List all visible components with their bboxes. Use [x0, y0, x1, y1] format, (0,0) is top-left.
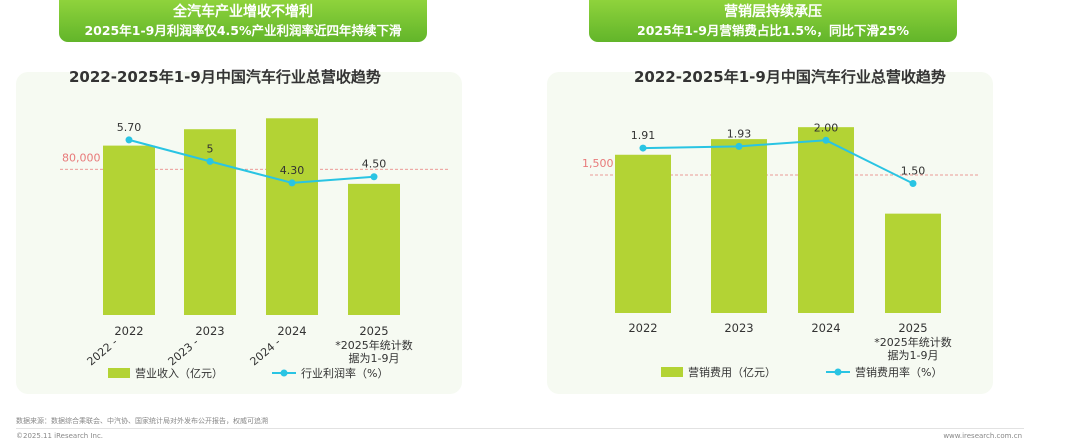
x-tick-label: 2022: [114, 324, 143, 338]
banner-right-subline: 2025年1-9月营销费占比1.5%，同比下滑25%: [637, 23, 909, 38]
legend-bar-swatch: [661, 367, 683, 377]
chart-title-left: 2022-2025年1-9月中国汽车行业总营收趋势: [69, 68, 381, 86]
banner-left: 全汽车产业增收不增利 2025年1-9月利润率仅4.5%产业利润率近四年持续下滑: [59, 0, 427, 42]
rotated-tick-label: 2024 -: [248, 336, 284, 369]
rate-point-2023: [735, 142, 743, 150]
banner-right: 营销层持续承压 2025年1-9月营销费占比1.5%，同比下滑25%: [589, 0, 957, 42]
legend-line-marker: [280, 369, 288, 377]
rate-data-label: 1.93: [727, 127, 752, 140]
category-note-line1: *2025年统计数: [874, 335, 952, 349]
rate-point-2024: [288, 179, 296, 187]
rate-point-2023: [206, 157, 214, 165]
legend-line-label: 营销费用率（%）: [855, 365, 942, 379]
banner-right-headline: 营销层持续承压: [724, 4, 822, 20]
legend-bar-swatch: [108, 368, 130, 378]
x-tick-label: 2022: [628, 321, 657, 335]
category-note-line1: *2025年统计数: [335, 338, 413, 352]
copyright-text: ©2025.11 iResearch Inc.: [16, 432, 104, 440]
reference-line-label: 1,500: [582, 157, 614, 170]
category-note-line2: 据为1-9月: [888, 348, 939, 362]
banner-left-headline: 全汽车产业增收不增利: [173, 4, 313, 20]
banner-left-subline: 2025年1-9月利润率仅4.5%产业利润率近四年持续下滑: [84, 23, 402, 38]
bar-2022: [103, 145, 155, 315]
x-tick-label: 2024: [811, 321, 840, 335]
x-tick-label: 2024: [277, 324, 306, 338]
rate-data-label: 4.50: [362, 158, 387, 171]
x-tick-label: 2023: [195, 324, 224, 338]
rate-point-2025: [909, 179, 917, 187]
website-link[interactable]: www.iresearch.com.cn: [943, 432, 1022, 440]
bar-2024: [798, 127, 854, 313]
bar-2025: [348, 183, 400, 315]
legend-bar-label: 营业收入（亿元）: [135, 366, 223, 380]
rate-line: [128, 138, 375, 184]
bar-2024: [266, 118, 318, 316]
rate-line: [642, 139, 914, 185]
rotated-tick-label: 2022 -: [85, 336, 121, 369]
x-tick-label: 2023: [724, 321, 753, 335]
bar-2022: [615, 154, 671, 313]
rate-point-2024: [822, 136, 830, 144]
rate-data-label: 2.00: [814, 121, 839, 134]
footer-divider: [16, 428, 1024, 429]
x-tick-label: 2025: [898, 321, 927, 335]
x-tick-label: 2025: [359, 324, 388, 338]
rate-data-label: 1.50: [901, 164, 926, 177]
rate-point-2022: [125, 136, 133, 144]
legend-line-marker: [834, 368, 842, 376]
bar-2025: [885, 213, 941, 313]
category-note-line2: 据为1-9月: [349, 351, 400, 365]
reference-line-label: 80,000: [62, 151, 101, 164]
data-source-note: 数据来源：数据综合乘联会、中汽协、国家统计局对外发布公开报告，权威可追溯: [16, 417, 268, 425]
rate-data-label: 5.70: [117, 121, 142, 134]
rate-data-label: 1.91: [631, 129, 656, 142]
chart-title-right: 2022-2025年1-9月中国汽车行业总营收趋势: [634, 68, 946, 86]
rate-data-label: 4.30: [280, 164, 305, 177]
rate-point-2025: [370, 173, 378, 181]
rate-data-label: 5: [207, 142, 214, 155]
legend-line-label: 行业利润率（%）: [301, 366, 388, 380]
bar-2023: [711, 139, 767, 313]
legend-bar-label: 营销费用（亿元）: [688, 365, 776, 379]
rate-point-2022: [639, 144, 647, 152]
rotated-tick-label: 2023 -: [166, 336, 202, 369]
